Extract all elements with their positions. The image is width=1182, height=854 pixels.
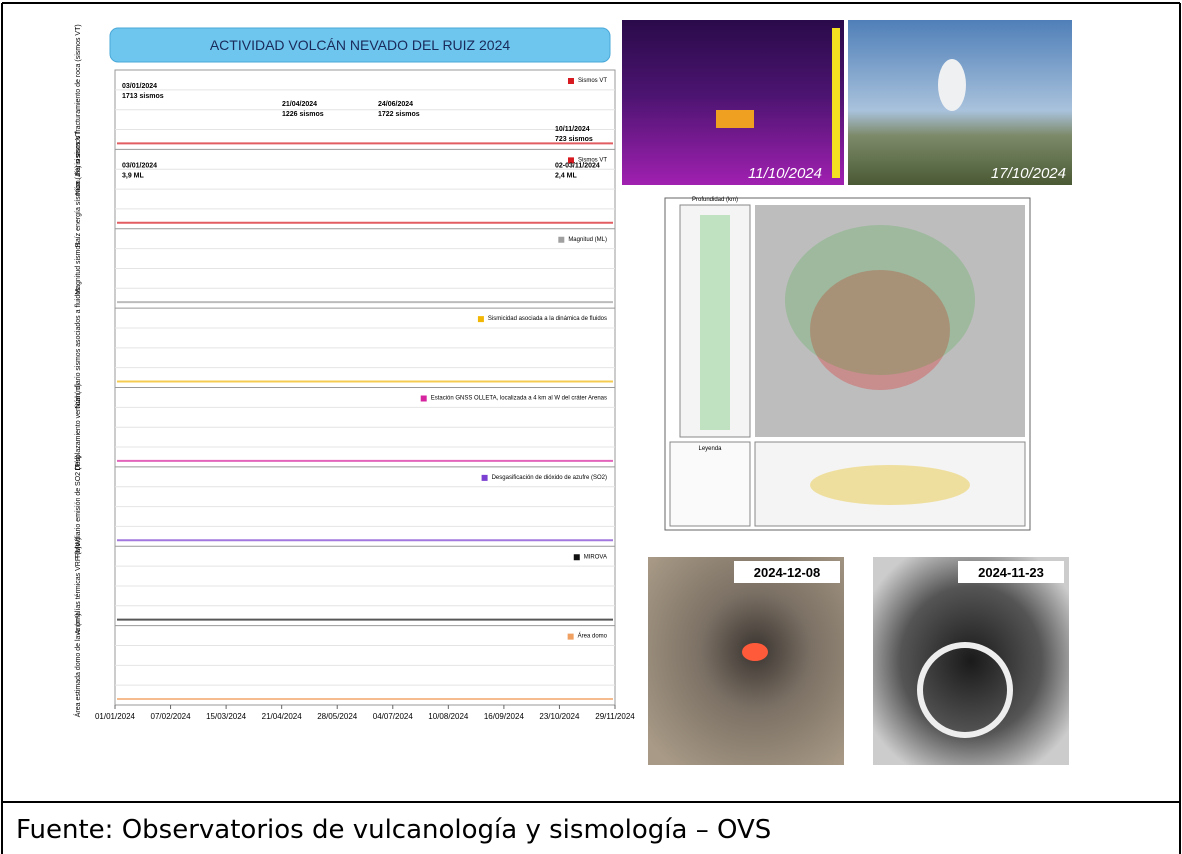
caption: Fuente: Observatorios de vulcanología y …: [16, 815, 771, 845]
seismic-cluster: [810, 270, 950, 390]
x-tick-label: 23/10/2024: [539, 712, 580, 721]
x-tick-label: 04/07/2024: [373, 712, 414, 721]
satellite-image-1: [648, 557, 844, 765]
legend-entry: Sismos VT: [578, 78, 607, 84]
y-axis-label: Núm. diario sismos fracturamiento de roc…: [75, 24, 82, 195]
legend-entry: Área domo: [578, 633, 608, 640]
depth-label: Profundidad (km): [692, 197, 738, 203]
date-box-1: [734, 561, 840, 583]
legend-label: Leyenda: [698, 446, 722, 452]
thermal-scale: [832, 28, 840, 178]
legend-swatch: [477, 316, 484, 323]
y-axis-label: Raíz energía sísmica (J½) sismos VT: [74, 130, 82, 247]
crater-rim: [917, 642, 1013, 738]
annotation: 21/04/2024: [282, 101, 317, 108]
legend-entry: Desgasificación de dióxido de azufre (SO…: [492, 475, 607, 481]
lava-hotspot: [742, 643, 768, 661]
x-tick-label: 07/02/2024: [151, 712, 192, 721]
date-box-2: [958, 561, 1064, 583]
seismic-cluster-outer: [785, 225, 975, 375]
annotation: 03/01/2024: [122, 162, 157, 169]
legend-swatch: [573, 554, 580, 561]
legend-entry: MIROVA: [584, 554, 607, 560]
map-legend: [669, 441, 751, 527]
x-tick-label: 29/11/2024: [595, 712, 635, 721]
depth-profile: [679, 204, 751, 438]
satellite-image-2: [873, 557, 1069, 765]
legend-swatch: [567, 78, 574, 84]
figure-title: ACTIVIDAD VOLCÁN NEVADO DEL RUIZ 2024: [210, 37, 511, 53]
legend-swatch: [420, 395, 427, 402]
cross-section: [754, 441, 1026, 527]
section-cluster: [810, 465, 970, 505]
legend-entry: Sismicidad asociada a la dinámica de flu…: [488, 316, 607, 322]
thermal-hotspot: [716, 110, 754, 128]
y-axis-label: Flujo diario emisión de SO2 (T/d): [75, 455, 82, 558]
legend-entry: Magnitud (ML): [568, 237, 607, 243]
annotation: 1713 sismos: [122, 93, 164, 100]
y-axis-label: Anomalías térmicas VRP (MW): [75, 538, 82, 635]
legend-swatch: [567, 633, 574, 640]
x-tick-label: 28/05/2024: [317, 712, 358, 721]
x-tick-label: 21/04/2024: [262, 712, 303, 721]
ash-plume: [938, 59, 966, 111]
y-axis-label: Desplazamiento vertical (m): [75, 384, 82, 471]
legend-swatch: [567, 157, 574, 164]
y-axis-label: Núm. diario sismos asociados a fluidos: [75, 287, 82, 408]
camera-date: 17/10/2024: [991, 165, 1066, 182]
annotation: 3,9 ML: [122, 172, 145, 179]
legend-entry: Estación GNSS OLLETA, localizada a 4 km …: [431, 396, 607, 402]
annotation: 1722 sismos: [378, 111, 420, 118]
satellite-date-1: 2024-12-08: [754, 565, 821, 580]
legend-swatch: [558, 236, 565, 243]
x-tick-label: 15/03/2024: [206, 712, 247, 721]
satellite-date-2: 2024-11-23: [978, 565, 1044, 580]
thermal-image: [622, 20, 844, 185]
legend-swatch: [481, 474, 488, 481]
depth-cluster: [700, 215, 730, 430]
thermal-date: 11/10/2024: [748, 165, 822, 182]
y-axis-label: Área estimada domo de lava (m²): [73, 613, 82, 717]
legend-entry: Sismos VT: [578, 157, 607, 163]
annotation: 1226 sismos: [282, 111, 324, 118]
title-box: [109, 27, 611, 63]
relief-map: [755, 205, 1025, 437]
annotation: 723 sismos: [555, 136, 593, 143]
annotation: 24/06/2024: [378, 101, 413, 108]
annotation: 10/11/2024: [555, 126, 590, 133]
y-axis-label: Magnitud sismos: [75, 242, 82, 295]
annotation: 03/01/2024: [122, 83, 157, 90]
annotation: 2,4 ML: [555, 172, 578, 179]
x-tick-label: 01/01/2024: [95, 712, 136, 721]
x-tick-label: 10/08/2024: [428, 712, 469, 721]
annotation: 02-03/11/2024: [555, 162, 600, 169]
x-tick-label: 16/09/2024: [484, 712, 525, 721]
